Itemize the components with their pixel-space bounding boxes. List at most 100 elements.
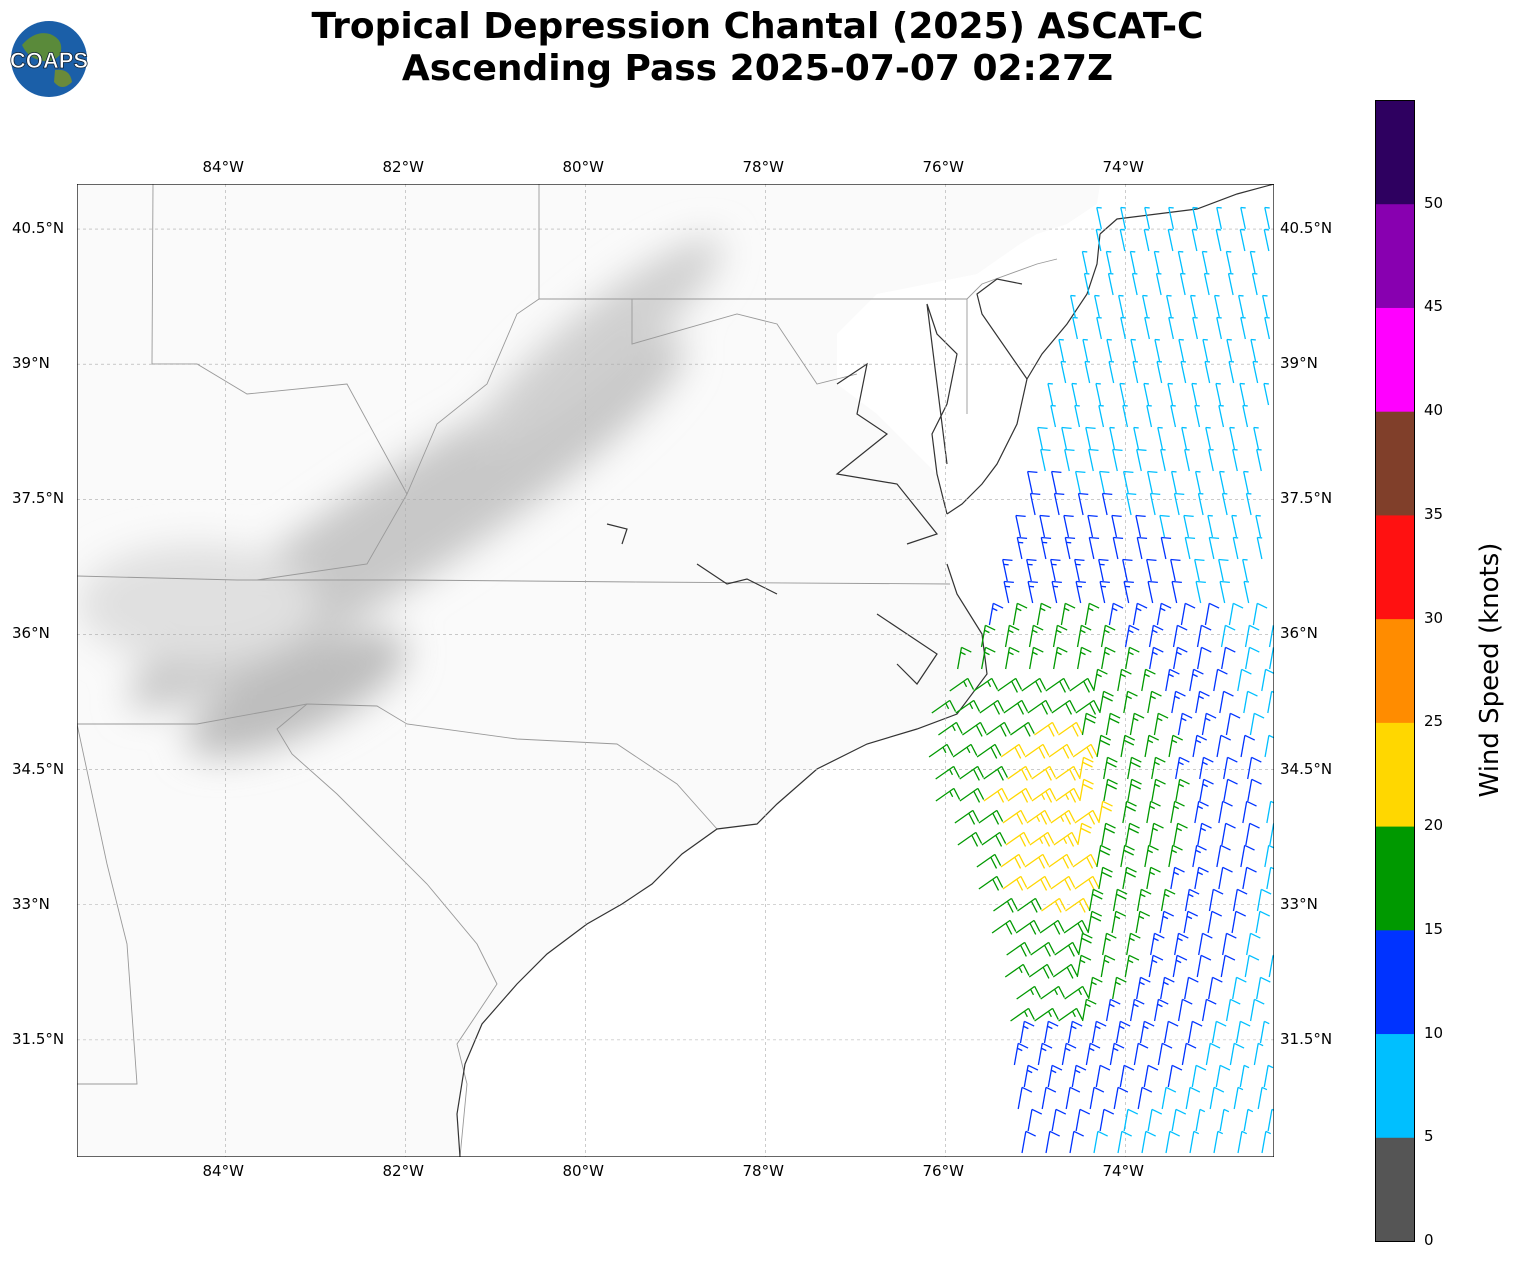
wind-barb: [1194, 800, 1209, 824]
wind-barb: [1109, 1042, 1125, 1066]
lon-label-bottom: 82°W: [382, 1162, 424, 1180]
wind-barb: [1013, 1042, 1029, 1066]
wind-barb: [1027, 1108, 1043, 1132]
wind-barb: [1195, 1108, 1206, 1132]
wind-barb: [1029, 831, 1055, 847]
wind-barb: [1077, 492, 1089, 516]
wind-barb: [1061, 426, 1072, 450]
wind-barb: [1136, 888, 1152, 912]
wind-barb: [1098, 404, 1105, 428]
wind-barb: [1109, 426, 1115, 450]
colorbar-tick: 45: [1424, 297, 1444, 316]
coaps-logo: COAPS: [10, 21, 89, 97]
wind-barb: [1157, 1042, 1173, 1066]
wind-barb: [1160, 888, 1176, 912]
wind-barb: [1051, 1108, 1067, 1132]
wind-barb: [1037, 1042, 1053, 1066]
wind-barb: [1089, 1086, 1105, 1110]
wind-barb: [1127, 778, 1142, 802]
wind-barb: [1072, 743, 1098, 759]
wind-barb: [1082, 338, 1089, 362]
wind-barb: [1112, 448, 1123, 472]
colorbar-tick: 15: [1424, 919, 1444, 938]
wind-barb: [1185, 1086, 1201, 1110]
lon-label-top: 76°W: [922, 158, 964, 176]
wind-barb: [1016, 536, 1028, 560]
wind-barb: [1220, 954, 1236, 978]
wind-barb: [1196, 954, 1212, 978]
wind-barb: [935, 765, 961, 780]
wind-barb: [1119, 228, 1126, 252]
wind-barb: [1156, 602, 1172, 626]
wind-barb: [1244, 624, 1260, 648]
wind-barb: [1120, 206, 1126, 230]
wind-barb: [1051, 580, 1062, 604]
wind-barb: [1147, 580, 1158, 604]
wind-barb: [1133, 1042, 1149, 1066]
wind-barb: [1077, 822, 1092, 846]
wind-barb: [1250, 338, 1257, 362]
wind-barb: [1087, 910, 1103, 934]
wind-barb: [1023, 1064, 1039, 1088]
wind-barb: [1124, 954, 1140, 978]
wind-barb: [1220, 624, 1236, 648]
wind-barb: [1078, 932, 1093, 956]
wind-barb: [1262, 294, 1268, 318]
wind-barb: [983, 765, 1009, 781]
wind-barb: [1004, 963, 1030, 978]
wind-barb: [1170, 800, 1185, 824]
wind-barb: [1189, 668, 1204, 692]
wind-barb: [1242, 558, 1248, 582]
wind-barb: [1215, 382, 1222, 406]
wind-barb: [1146, 866, 1161, 890]
wind-barb: [1191, 228, 1198, 252]
wind-barb: [952, 743, 978, 758]
colorbar-tick: 0: [1424, 1231, 1434, 1249]
wind-barb: [1219, 690, 1234, 714]
wind-barb: [1030, 941, 1055, 957]
wind-barb: [1081, 712, 1097, 736]
wind-barb: [1170, 866, 1185, 890]
wind-barb: [1141, 668, 1156, 692]
wind-barb: [1027, 580, 1038, 604]
wind-barb: [1201, 250, 1208, 274]
wind-barb: [1136, 976, 1151, 1000]
wind-barb: [1143, 1064, 1159, 1088]
wind-barb: [1153, 998, 1169, 1022]
wind-barb: [1184, 976, 1199, 1000]
colorbar-bin: [1375, 411, 1415, 516]
wind-barb: [1178, 338, 1185, 362]
wind-barb: [1259, 1020, 1270, 1044]
wind-barb: [1024, 743, 1050, 759]
wind-barb: [1159, 910, 1175, 934]
wind-barb: [1099, 690, 1114, 714]
lat-label-right: 36°N: [1280, 624, 1318, 643]
wind-barb: [1166, 294, 1172, 318]
wind-barb: [1055, 787, 1081, 803]
wind-barb: [1093, 668, 1108, 692]
wind-barb: [954, 809, 980, 825]
wind-barb: [1196, 624, 1212, 648]
wind-barb: [1208, 536, 1220, 560]
wind-barb: [1144, 316, 1150, 340]
wind-barb: [978, 875, 1004, 891]
wind-barb: [1213, 668, 1228, 692]
wind-barb: [1105, 712, 1121, 736]
wind-barb: [1074, 558, 1085, 582]
wind-barb: [1216, 844, 1231, 868]
wind-barb: [1075, 580, 1086, 604]
wind-barb: [1137, 1086, 1153, 1110]
wind-barb: [981, 646, 996, 670]
wind-barb: [1130, 338, 1137, 362]
wind-barb: [1148, 954, 1164, 978]
wind-barb: [1028, 963, 1054, 979]
wind-barb: [1266, 866, 1274, 890]
wind-barb: [1269, 646, 1274, 670]
wind-barb: [1063, 919, 1089, 935]
wind-barb: [1207, 514, 1214, 538]
wind-barb: [1102, 932, 1117, 956]
wind-barb: [1126, 932, 1141, 956]
wind-barb: [1083, 272, 1090, 296]
figure-title: Tropical Depression Chantal (2025) ASCAT…: [200, 6, 1315, 90]
wind-barb: [1204, 360, 1211, 384]
